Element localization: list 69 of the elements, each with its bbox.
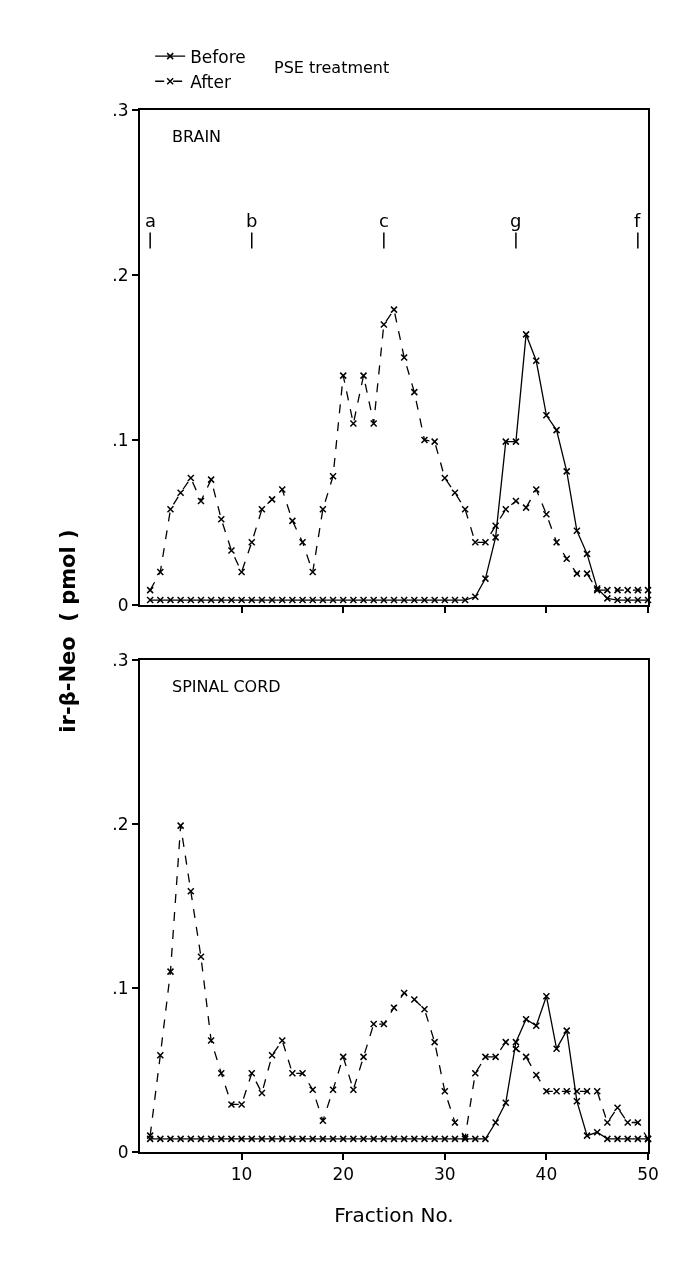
point	[522, 1053, 530, 1061]
legend-title: PSE treatment	[274, 58, 390, 77]
point	[329, 596, 337, 604]
y-tick-label: .2	[112, 813, 129, 834]
legend-label: After	[190, 71, 231, 92]
point	[491, 533, 500, 542]
x-axis-title: Fraction No.	[334, 1203, 454, 1228]
annotation: c	[379, 210, 389, 231]
point	[481, 574, 490, 583]
x-tick-label: 30	[433, 1164, 456, 1185]
y-axis-title: ir-β-Neo ( pmol )	[55, 529, 80, 733]
point	[176, 821, 185, 830]
point	[258, 1135, 266, 1143]
point	[227, 1100, 236, 1109]
annotation: BRAIN	[172, 127, 222, 146]
annotation: SPINAL CORD	[172, 677, 281, 696]
point	[430, 437, 439, 446]
point	[634, 586, 642, 594]
point	[268, 1135, 276, 1143]
point	[349, 1085, 358, 1094]
x-tick-label: 50	[637, 1164, 659, 1185]
x-tick-label: 40	[535, 1164, 558, 1185]
y-tick-label: 0	[117, 594, 129, 615]
point	[207, 1135, 215, 1143]
y-tick-label: .1	[112, 977, 129, 998]
point	[187, 887, 195, 895]
point	[258, 596, 266, 604]
y-tick-label: .3	[112, 649, 129, 670]
y-tick-label: 0	[117, 1141, 129, 1162]
point	[603, 594, 612, 603]
point	[248, 1069, 256, 1078]
point	[227, 546, 236, 555]
point	[512, 1038, 520, 1046]
point	[319, 1117, 327, 1125]
point	[217, 1069, 226, 1078]
point	[268, 596, 276, 604]
point	[532, 1021, 540, 1030]
point	[451, 596, 459, 604]
annotation: f	[634, 210, 641, 231]
point	[400, 1135, 408, 1143]
y-tick-label: .2	[112, 264, 129, 285]
y-tick-label: .3	[112, 99, 129, 120]
point	[146, 586, 154, 594]
annotation: g	[510, 210, 522, 231]
annotation: a	[145, 210, 157, 231]
point	[502, 505, 510, 514]
annotation: b	[246, 210, 258, 231]
point	[197, 596, 205, 604]
point	[380, 1135, 388, 1143]
point	[573, 1097, 581, 1105]
point	[502, 1099, 510, 1107]
y-tick-label: .1	[112, 429, 129, 450]
point	[197, 497, 205, 505]
legend-label: Before	[190, 46, 246, 67]
point	[471, 538, 480, 547]
x-tick-label: 20	[332, 1164, 355, 1185]
point	[532, 357, 540, 365]
point	[562, 1087, 571, 1096]
point	[237, 1100, 246, 1109]
point	[471, 1069, 480, 1078]
point	[471, 593, 480, 601]
point	[390, 596, 398, 604]
point	[248, 538, 256, 547]
x-tick-label: 10	[230, 1164, 253, 1185]
point	[258, 1089, 266, 1097]
point	[308, 1085, 317, 1094]
point	[319, 1135, 327, 1143]
point	[512, 497, 520, 505]
point	[634, 1135, 642, 1143]
